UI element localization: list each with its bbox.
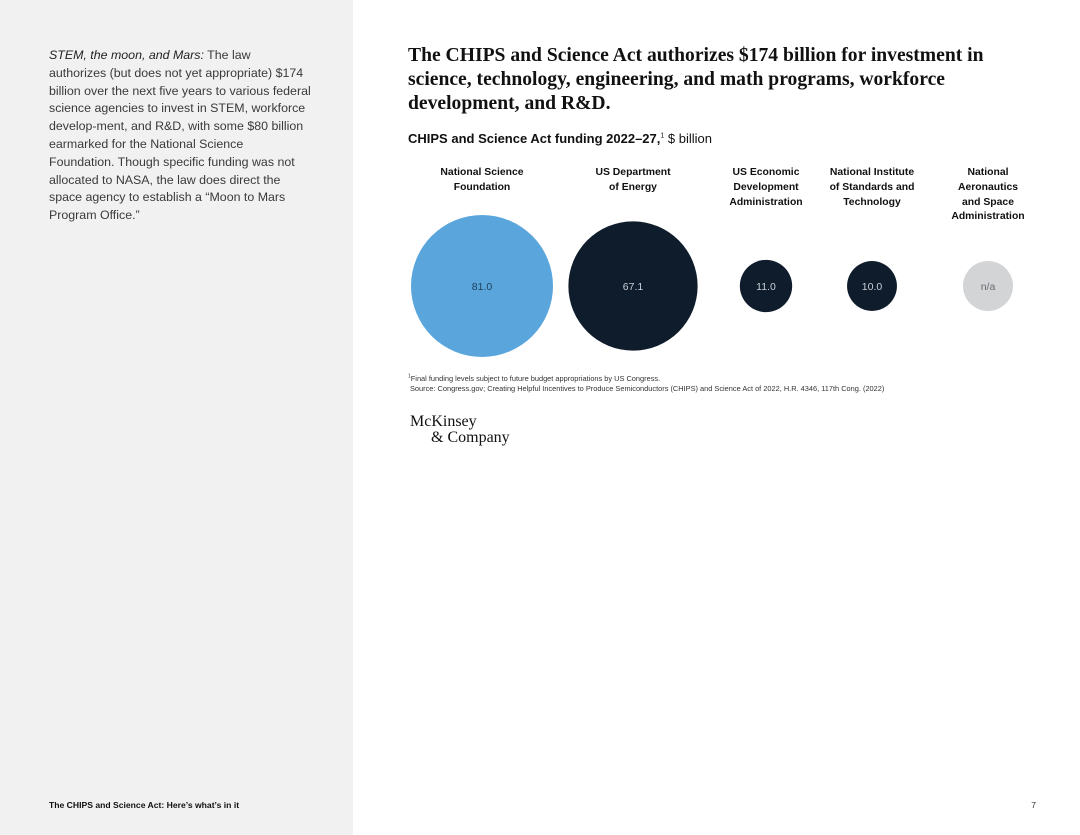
category-label-us-economic-development-administration: US Economic Development Administration bbox=[729, 167, 803, 208]
bubble-national-science-foundation bbox=[411, 215, 553, 357]
chart-title-text: CHIPS and Science Act funding 2022–27, bbox=[408, 131, 661, 146]
value-label-national-aeronautics-and-space-administration: n/a bbox=[981, 281, 996, 293]
bubble-us-economic-development-administration bbox=[739, 259, 793, 313]
logo-line-2: & Company bbox=[431, 429, 510, 446]
headline: The CHIPS and Science Act authorizes $17… bbox=[408, 45, 984, 114]
sidebar-body: The law authorizes (but does not yet app… bbox=[49, 48, 311, 223]
category-label-national-institute-of-standards-and-technology: National Institute of Standards and Techno… bbox=[829, 167, 915, 208]
logo-line-1: McKinsey bbox=[410, 413, 477, 430]
sidebar-text: STEM, the moon, and Mars: The law author… bbox=[49, 47, 311, 225]
sidebar-panel: STEM, the moon, and Mars: The law author… bbox=[0, 0, 353, 835]
page-number: 7 bbox=[1031, 800, 1036, 810]
bubble-national-aeronautics-and-space-administration bbox=[963, 261, 1013, 311]
chart-title: CHIPS and Science Act funding 2022–27,1 … bbox=[408, 131, 1048, 146]
footnote: 1Final funding levels subject to future … bbox=[408, 374, 1048, 384]
value-label-us-economic-development-administration: 11.0 bbox=[756, 281, 776, 293]
category-label-us-department-of-energy: US Department of Energy bbox=[595, 167, 671, 193]
category-label-national-aeronautics-and-space-administration: National Aeronautics and Space Administrati… bbox=[951, 167, 1025, 223]
source-note: Source: Congress.gov; Creating Helpful I… bbox=[410, 384, 885, 393]
value-label-national-institute-of-standards-and-technology: 10.0 bbox=[862, 281, 883, 293]
bubble-us-department-of-energy bbox=[568, 221, 698, 351]
chart-title-footnote-marker: 1 bbox=[660, 132, 665, 140]
sidebar-lead: STEM, the moon, and Mars: bbox=[49, 48, 204, 62]
bubble-national-institute-of-standards-and-technology bbox=[847, 261, 897, 311]
footnote-text: Final funding levels subject to future b… bbox=[410, 374, 661, 383]
category-label-national-science-foundation: National Science Foundation bbox=[440, 167, 524, 193]
footnote-marker: 1 bbox=[408, 373, 411, 380]
value-label-us-department-of-energy: 67.1 bbox=[623, 281, 644, 293]
mckinsey-logo: McKinsey & Company bbox=[410, 414, 510, 446]
chart-unit: $ billion bbox=[664, 131, 712, 146]
value-label-national-science-foundation: 81.0 bbox=[472, 281, 493, 293]
footer-title: The CHIPS and Science Act: Here’s what’s… bbox=[49, 800, 240, 810]
